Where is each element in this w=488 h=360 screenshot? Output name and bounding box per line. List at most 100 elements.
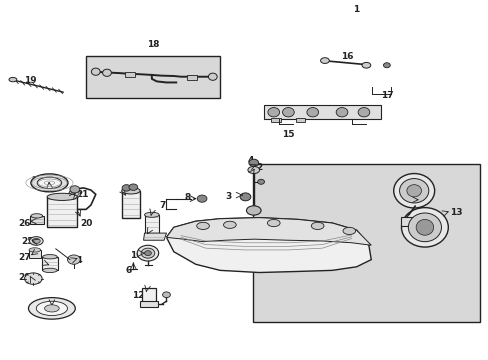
Ellipse shape (415, 220, 433, 235)
Ellipse shape (31, 174, 68, 192)
Ellipse shape (196, 222, 209, 229)
Ellipse shape (401, 208, 447, 247)
Ellipse shape (70, 186, 80, 193)
Ellipse shape (247, 166, 259, 174)
Ellipse shape (122, 185, 131, 191)
Ellipse shape (407, 213, 441, 242)
Ellipse shape (162, 292, 170, 298)
Ellipse shape (47, 193, 77, 201)
Ellipse shape (406, 185, 421, 197)
Ellipse shape (67, 255, 80, 264)
Ellipse shape (399, 179, 428, 203)
FancyBboxPatch shape (140, 301, 158, 307)
Ellipse shape (240, 193, 250, 201)
Ellipse shape (31, 214, 42, 218)
FancyBboxPatch shape (142, 288, 156, 303)
Ellipse shape (357, 108, 369, 117)
Text: 11: 11 (124, 194, 137, 203)
Text: 26: 26 (18, 219, 30, 228)
Ellipse shape (36, 301, 67, 316)
Text: 22: 22 (31, 176, 43, 185)
Ellipse shape (306, 108, 318, 117)
FancyBboxPatch shape (295, 118, 305, 122)
FancyBboxPatch shape (187, 75, 197, 80)
Text: 12: 12 (132, 291, 144, 300)
Text: 28: 28 (41, 262, 53, 271)
Text: 25: 25 (21, 237, 34, 246)
FancyBboxPatch shape (29, 250, 41, 258)
Text: 7: 7 (159, 201, 165, 210)
FancyBboxPatch shape (144, 215, 159, 234)
Text: 5: 5 (146, 213, 152, 222)
Text: 24: 24 (70, 256, 82, 265)
Polygon shape (143, 233, 166, 240)
Ellipse shape (335, 108, 347, 117)
FancyBboxPatch shape (47, 197, 77, 227)
Text: 8: 8 (184, 193, 190, 202)
Ellipse shape (129, 184, 138, 190)
Ellipse shape (141, 248, 155, 258)
Ellipse shape (44, 305, 59, 312)
Text: 23: 23 (37, 305, 50, 314)
Ellipse shape (91, 68, 100, 75)
Ellipse shape (320, 58, 329, 63)
Ellipse shape (29, 248, 41, 252)
Ellipse shape (144, 212, 159, 217)
FancyBboxPatch shape (122, 191, 140, 218)
Text: 19: 19 (23, 76, 36, 85)
Ellipse shape (42, 268, 57, 273)
Ellipse shape (342, 227, 355, 234)
Text: 6: 6 (125, 266, 131, 275)
Ellipse shape (69, 189, 81, 198)
Ellipse shape (28, 298, 75, 319)
FancyBboxPatch shape (400, 217, 414, 226)
Ellipse shape (208, 73, 217, 80)
Ellipse shape (42, 255, 57, 259)
FancyBboxPatch shape (253, 164, 479, 321)
Ellipse shape (37, 177, 61, 189)
FancyBboxPatch shape (271, 118, 281, 122)
Ellipse shape (102, 69, 111, 76)
Ellipse shape (311, 222, 324, 229)
Text: 18: 18 (146, 40, 159, 49)
Polygon shape (166, 218, 370, 273)
Ellipse shape (122, 188, 140, 194)
Ellipse shape (246, 206, 261, 215)
Ellipse shape (257, 179, 264, 184)
Ellipse shape (9, 77, 17, 82)
Text: 13: 13 (449, 208, 462, 217)
Text: 21: 21 (76, 190, 88, 199)
FancyBboxPatch shape (86, 56, 220, 98)
FancyBboxPatch shape (125, 72, 135, 77)
Ellipse shape (361, 62, 370, 68)
Ellipse shape (267, 220, 280, 226)
Ellipse shape (248, 159, 258, 166)
Ellipse shape (393, 174, 434, 208)
Text: 3: 3 (225, 192, 231, 201)
Text: 29: 29 (18, 273, 30, 282)
Ellipse shape (29, 237, 43, 245)
Ellipse shape (137, 245, 158, 261)
Ellipse shape (144, 251, 151, 256)
FancyBboxPatch shape (30, 216, 43, 224)
Ellipse shape (267, 108, 279, 117)
Ellipse shape (383, 63, 389, 68)
Text: 10: 10 (130, 251, 142, 260)
Text: 15: 15 (282, 130, 294, 139)
FancyBboxPatch shape (42, 257, 58, 270)
Text: 17: 17 (380, 91, 393, 100)
Text: 14: 14 (417, 193, 429, 202)
Text: 2: 2 (256, 163, 262, 172)
Text: 27: 27 (18, 253, 30, 262)
Text: 16: 16 (340, 52, 352, 61)
Text: 1: 1 (352, 5, 358, 14)
Ellipse shape (24, 273, 42, 284)
Text: 4: 4 (247, 157, 253, 166)
Polygon shape (166, 218, 370, 245)
Ellipse shape (223, 221, 236, 228)
Ellipse shape (32, 238, 40, 243)
Text: 20: 20 (80, 219, 92, 228)
Text: 9: 9 (146, 230, 152, 239)
Ellipse shape (282, 108, 294, 117)
FancyBboxPatch shape (264, 105, 380, 119)
